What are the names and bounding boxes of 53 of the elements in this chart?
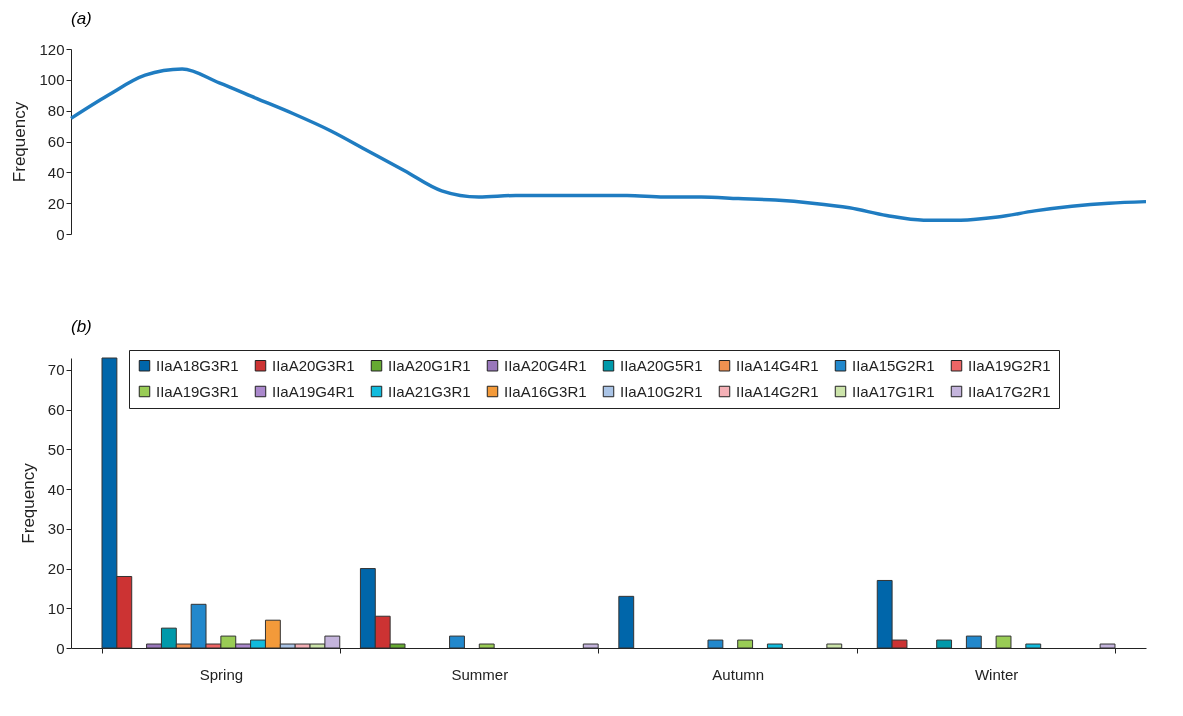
legend-label: IIaA16G3R1 <box>504 382 587 400</box>
legend-label: IIaA19G3R1 <box>156 382 239 400</box>
bar <box>478 643 495 649</box>
chart-title: (b) <box>71 316 92 336</box>
bar <box>1099 643 1116 649</box>
legend-label: IIaA17G2R1 <box>968 382 1051 400</box>
legend-label: IIaA14G2R1 <box>736 382 819 400</box>
bar <box>737 639 754 649</box>
legend-label: IIaA15G2R1 <box>852 356 935 374</box>
y-tick-label: 60 <box>47 401 65 419</box>
x-tick-label: Summer <box>451 665 509 683</box>
legend-label: IIaA21G3R1 <box>388 382 471 400</box>
y-tick-label: 80 <box>47 102 65 120</box>
chart-title: (a) <box>71 9 92 28</box>
bar <box>936 639 953 649</box>
legend-label: IIaA20G3R1 <box>272 356 355 374</box>
line-series <box>69 67 1148 222</box>
x-tick-label: Autumn <box>712 665 765 683</box>
y-tick-label: 50 <box>47 440 65 458</box>
bar <box>1025 643 1042 649</box>
bar <box>766 643 783 649</box>
y-tick-label: 10 <box>47 599 65 617</box>
y-tick-label: 70 <box>47 361 65 379</box>
y-tick-label: 0 <box>56 639 65 657</box>
y-tick-label: 0 <box>56 225 65 243</box>
legend-label: IIaA20G5R1 <box>620 356 703 374</box>
bar <box>582 643 599 649</box>
y-tick-label: 120 <box>39 40 65 58</box>
y-tick-label: 30 <box>47 520 65 538</box>
y-tick-label: 100 <box>39 71 65 89</box>
y-tick-label: 40 <box>47 163 65 181</box>
y-tick-label: 60 <box>47 133 65 150</box>
bar <box>965 635 982 649</box>
legend-label: IIaA10G2R1 <box>620 382 703 400</box>
legend-label: IIaA19G2R1 <box>968 356 1051 374</box>
legend-label: IIaA17G1R1 <box>852 382 935 400</box>
y-tick-label: 40 <box>47 480 65 498</box>
legend-label: IIaA18G3R1 <box>156 356 239 374</box>
legend-label: IIaA20G1R1 <box>388 356 471 374</box>
y-tick-label: 20 <box>47 560 65 578</box>
bar <box>826 643 843 649</box>
x-tick-label: Winter <box>974 665 1019 683</box>
x-tick-label: Spring <box>199 665 244 683</box>
y-axis-title: Frequency <box>10 101 30 183</box>
legend-label: IIaA19G4R1 <box>272 382 355 400</box>
legend-label: IIaA14G4R1 <box>736 356 819 374</box>
y-axis-title: Frequency <box>18 462 38 544</box>
legend-label: IIaA20G4R1 <box>504 356 587 374</box>
bar <box>707 639 724 649</box>
bar <box>618 595 635 649</box>
y-tick-label: 20 <box>47 194 65 212</box>
bar <box>995 635 1012 649</box>
bar <box>449 635 465 649</box>
